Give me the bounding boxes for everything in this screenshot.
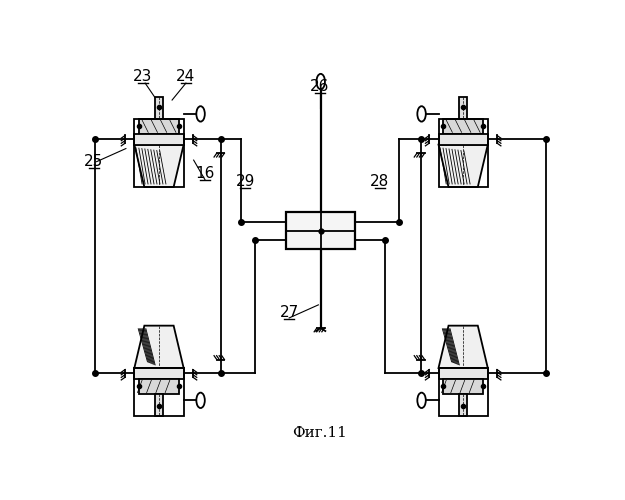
Bar — [134, 134, 184, 144]
Text: 24: 24 — [176, 70, 196, 84]
Text: 28: 28 — [371, 174, 389, 189]
Bar — [139, 118, 179, 134]
Text: 26: 26 — [310, 80, 329, 94]
Text: 23: 23 — [133, 70, 152, 84]
Bar — [459, 394, 467, 415]
Polygon shape — [439, 144, 488, 187]
Text: 27: 27 — [279, 305, 299, 320]
Bar — [439, 368, 488, 416]
Bar — [443, 379, 483, 394]
Bar — [155, 97, 163, 118]
Text: 29: 29 — [236, 174, 255, 189]
Text: 16: 16 — [196, 166, 215, 182]
Text: п: п — [334, 235, 342, 245]
Text: ш: ш — [333, 216, 343, 226]
Bar — [439, 118, 488, 187]
Text: 25: 25 — [84, 154, 103, 169]
Bar — [286, 212, 356, 250]
Bar — [139, 379, 179, 394]
Text: Фиг.11: Фиг.11 — [292, 426, 348, 440]
Polygon shape — [134, 326, 184, 368]
Bar — [134, 368, 184, 416]
Bar — [134, 368, 184, 379]
Text: ш: ш — [298, 216, 309, 226]
Bar — [439, 368, 488, 379]
Text: п: п — [300, 235, 307, 245]
Bar — [134, 118, 184, 187]
Polygon shape — [439, 326, 488, 368]
Bar — [459, 97, 467, 118]
Bar — [439, 134, 488, 144]
Bar — [155, 394, 163, 415]
Polygon shape — [134, 144, 184, 187]
Bar — [443, 118, 483, 134]
